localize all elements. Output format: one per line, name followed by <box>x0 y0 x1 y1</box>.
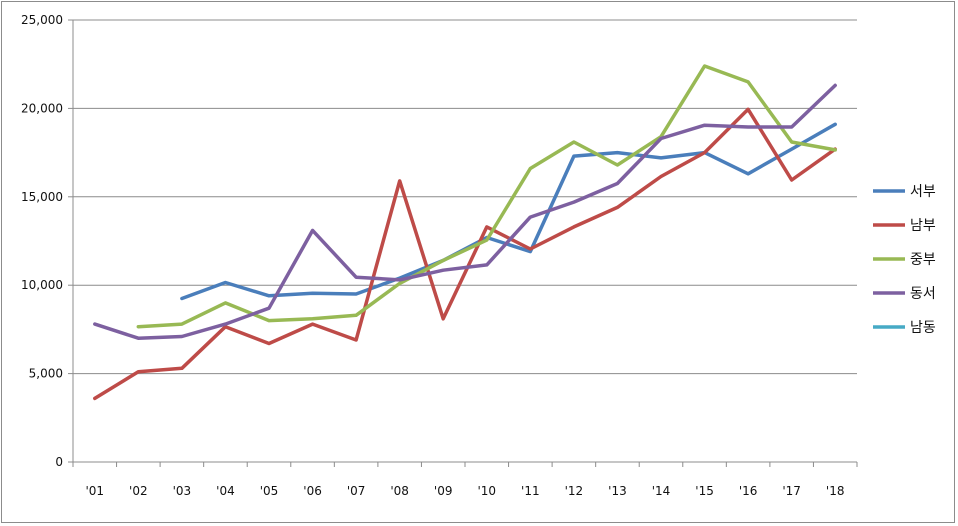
series-line <box>93 107 837 401</box>
x-tick-label: '03 <box>173 484 192 498</box>
x-tick-label: '14 <box>652 484 671 498</box>
x-tick-label: '05 <box>260 484 279 498</box>
x-tick-label: '10 <box>477 484 496 498</box>
legend-label: 남동 <box>910 320 936 336</box>
gridlines <box>73 19 857 375</box>
x-tick-label: '12 <box>565 484 584 498</box>
y-tick-label: 0 <box>55 455 63 469</box>
x-tick-label: '15 <box>695 484 714 498</box>
y-tick-label: 20,000 <box>21 101 63 115</box>
legend-label: 동서 <box>910 286 936 302</box>
x-tick-label: '06 <box>303 484 322 498</box>
series-line <box>93 83 837 340</box>
legend-label: 서부 <box>910 184 936 200</box>
axes <box>72 20 857 463</box>
x-tick-label: '18 <box>826 484 845 498</box>
x-tick-label: '11 <box>521 484 540 498</box>
x-tick-label: '09 <box>434 484 453 498</box>
x-tick-label: '02 <box>129 484 148 498</box>
legend-label: 중부 <box>910 252 936 268</box>
x-tick-label: '07 <box>347 484 366 498</box>
x-tick-label: '01 <box>85 484 104 498</box>
y-tick-label: 15,000 <box>21 190 63 204</box>
series-lines <box>93 64 837 401</box>
y-tick-label: 25,000 <box>21 13 63 27</box>
legend-label: 남부 <box>910 218 936 234</box>
x-tick-label: '16 <box>739 484 758 498</box>
y-tick-label: 5,000 <box>29 367 63 381</box>
series-line <box>180 122 837 301</box>
x-tick-label: '13 <box>608 484 627 498</box>
x-tick-label: '04 <box>216 484 235 498</box>
x-axis-ticks: '01 '02 '03 '04 '05 '06 '07 '08 '09 '10 '11 '12 '13 '… <box>72 462 858 498</box>
x-tick-label: '17 <box>782 484 801 498</box>
y-tick-label: 10,000 <box>21 278 63 292</box>
x-tick-label: '08 <box>390 484 409 498</box>
y-axis-ticks: 0 5,000 10,000 15,000 20,000 25,000 <box>21 13 73 469</box>
